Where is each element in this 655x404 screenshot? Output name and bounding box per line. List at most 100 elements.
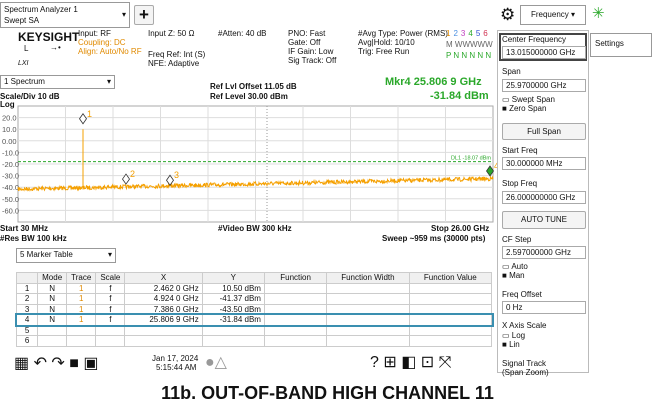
table-cell: 4.924 0 GHz <box>124 293 203 305</box>
marker-id: 4 <box>494 161 498 171</box>
settings-gear[interactable]: ⚙ <box>500 5 516 24</box>
menu-selector[interactable]: Frequency ▾ <box>520 5 586 25</box>
marker-id: 1 <box>87 109 92 119</box>
toolbar-right-icons[interactable]: ? ⊞ ◧ ⊡ ⤧ <box>370 354 452 371</box>
auto-tune-button[interactable]: AUTO TUNE <box>502 211 586 229</box>
table-cell: 1 <box>66 303 97 315</box>
key-label: Center Frequency <box>502 35 567 44</box>
gate: Gate: Off <box>288 38 321 47</box>
analyzer-name: Spectrum Analyzer 1 <box>4 5 78 14</box>
sweep: Sweep ~959 ms (30000 pts) <box>382 234 486 243</box>
dropdown-arrow: ▾ <box>107 250 112 259</box>
table-cell <box>408 282 493 294</box>
table-cell <box>326 303 410 315</box>
toggle-label: Lin <box>509 340 520 349</box>
key-label: Span <box>502 67 521 76</box>
full-span-button[interactable]: Full Span <box>502 123 586 140</box>
pno: PNO: Fast <box>288 29 326 38</box>
key-label: (Span Zoom) <box>502 368 549 377</box>
table-cell <box>326 314 410 326</box>
toggle[interactable]: ■ Lin <box>502 340 520 349</box>
table-cell: 1 <box>66 282 97 294</box>
if-gain: IF Gain: Low <box>288 47 334 56</box>
y-label: -30.0 <box>2 172 19 181</box>
sig-track: Sig Track: Off <box>288 56 337 65</box>
logo: KEYSIGHT <box>18 30 80 44</box>
table-cell <box>95 324 126 336</box>
align: Align: Auto/No RF <box>78 47 142 56</box>
table-cell: 4 <box>15 314 39 326</box>
marker-diamond <box>166 174 174 186</box>
detectors: P N N N N N <box>446 51 492 60</box>
table-cell <box>408 303 493 315</box>
y-label: -50.0 <box>2 195 19 204</box>
table-cell: N <box>37 303 68 315</box>
marker-diamond <box>486 165 494 177</box>
ref-level: Ref Level 30.00 dBm <box>210 92 288 101</box>
display-line-label: DL1 -18.07 dBm <box>451 156 491 162</box>
nfe: NFE: Adaptive <box>148 59 200 68</box>
table-cell <box>201 324 265 336</box>
log: Log <box>0 100 15 109</box>
input-z: Input Z: 50 Ω <box>148 29 195 38</box>
key-value[interactable]: 25.9700000 GHz <box>502 79 586 92</box>
trace-number: 5 <box>475 29 481 38</box>
table-cell <box>124 324 203 336</box>
trace <box>17 175 494 192</box>
add-button[interactable]: + <box>134 5 154 25</box>
tab-label: Settings <box>595 39 624 48</box>
header-cell <box>15 272 39 284</box>
table-row: 6 <box>15 335 493 347</box>
toggle-label: Log <box>511 331 526 340</box>
table-cell: -41.37 dBm <box>201 293 265 305</box>
toggle[interactable]: ▭ Swept Span <box>502 95 555 104</box>
toolbar-icons[interactable]: ▦ ↶ ↷ ■ ▣ <box>14 355 99 372</box>
key-label: Start Freq <box>502 146 538 155</box>
table-row: 4 N 1 f 25.806 9 GHz -31.84 dBm <box>14 312 494 327</box>
toggle[interactable]: ■ Man <box>502 271 525 280</box>
key-label: Stop Freq <box>502 179 538 188</box>
window-name: 1 Spectrum <box>4 77 45 86</box>
table-cell <box>263 293 328 305</box>
key-value[interactable]: 30.000000 MHz <box>502 157 586 170</box>
table-cell: N <box>37 314 68 326</box>
trace-number: 2 <box>453 29 458 38</box>
table-cell: -43.50 dBm <box>201 303 265 315</box>
button-label: Full Span <box>527 127 561 136</box>
table-cell: 2 <box>15 293 39 305</box>
table-cell: 7.386 0 GHz <box>124 303 203 315</box>
header-cell: Mode <box>37 272 68 284</box>
trace-types: M WWWWW <box>446 40 493 49</box>
app-selector[interactable]: Spectrum Analyzer 1 Swept SA ▾ <box>0 2 130 28</box>
key-value[interactable]: 2.597000000 GHz <box>502 246 586 259</box>
coupling: Coupling: DC <box>78 38 126 47</box>
table-cell: 1 <box>66 293 97 305</box>
table-cell: f <box>95 314 126 326</box>
settings-tab[interactable]: Settings <box>590 33 652 57</box>
trace-number: 3 <box>460 29 466 38</box>
table-cell <box>263 335 328 347</box>
time: 5:15:44 AM <box>156 363 197 372</box>
table-cell: 5 <box>15 324 39 336</box>
atten: #Atten: 40 dB <box>218 29 267 38</box>
key-value[interactable]: 26.000000000 GHz <box>502 191 586 204</box>
table-cell: 25.806 9 GHz <box>124 314 203 326</box>
spectrum-plot: 20.0 10.0 0.00 -10.0 -20.0 -30.0 -40.0 -50.0 -60… <box>2 105 498 223</box>
table-cell <box>326 335 410 347</box>
toggle[interactable]: ▭ Auto <box>502 262 528 271</box>
table-cell <box>408 335 493 347</box>
toggle[interactable]: ▭ Log <box>502 331 526 340</box>
table-selector[interactable]: 5 Marker Table ▾ <box>16 248 116 263</box>
table-row: 3 N 1 f 7.386 0 GHz -43.50 dBm <box>15 303 493 315</box>
window-selector[interactable]: 1 Spectrum ▾ <box>0 75 115 89</box>
y-label: 20.0 <box>2 114 17 123</box>
key-label: Freq Offset <box>502 290 542 299</box>
table-cell <box>201 335 265 347</box>
header-cell: Y <box>201 272 265 284</box>
table-cell <box>408 293 493 305</box>
toggle[interactable]: ■ Zero Span <box>502 104 547 113</box>
table-cell: 1 <box>15 282 39 294</box>
y-label: 10.0 <box>2 125 17 134</box>
key-value[interactable]: 0 Hz <box>502 301 586 314</box>
